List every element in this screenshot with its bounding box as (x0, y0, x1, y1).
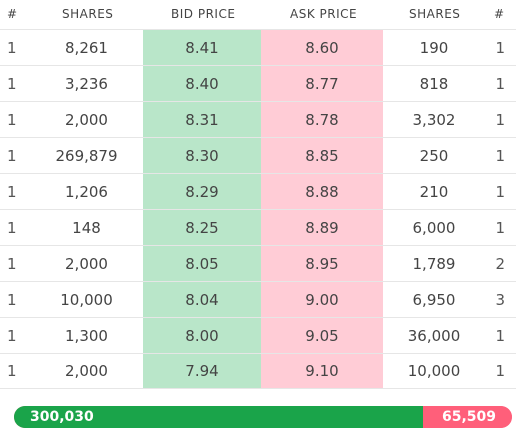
bid-total-volume: 300,030 (30, 409, 94, 425)
bid-price: 8.30 (143, 138, 261, 173)
header-count-left: # (7, 7, 18, 21)
ask-price: 8.85 (261, 138, 383, 173)
ask-shares: 210 (419, 182, 449, 201)
order-row: 1 2,000 8.31 8.78 3,302 1 (0, 101, 516, 137)
bid-price: 8.40 (143, 66, 261, 101)
ask-shares: 818 (419, 74, 449, 93)
ask-order-count: 1 (495, 182, 505, 201)
header-shares-right: SHARES (409, 7, 461, 21)
header-count-right: # (494, 7, 505, 21)
ask-volume-fill (422, 406, 512, 428)
ask-shares: 10,000 (407, 362, 461, 380)
header-shares-left: SHARES (62, 7, 114, 21)
ask-price: 8.88 (261, 174, 383, 209)
ask-order-count: 1 (495, 110, 505, 129)
order-row: 1 1,300 8.00 9.05 36,000 1 (0, 317, 516, 353)
bid-order-count: 1 (7, 218, 17, 237)
ask-order-count: 1 (495, 218, 505, 237)
ask-order-count: 1 (495, 146, 505, 165)
ask-order-count: 3 (495, 290, 505, 309)
order-row: 1 3,236 8.40 8.77 818 1 (0, 65, 516, 101)
header-bid-price: BID PRICE (171, 7, 236, 21)
order-book-header: # SHARES BID PRICE ASK PRICE SHARES # (0, 0, 516, 28)
order-row: 1 10,000 8.04 9.00 6,950 3 (0, 281, 516, 317)
bid-price: 8.05 (143, 246, 261, 281)
ask-order-count: 1 (495, 362, 505, 380)
ask-shares: 36,000 (407, 326, 461, 345)
bid-price: 8.25 (143, 210, 261, 245)
ask-order-count: 1 (495, 326, 505, 345)
ask-price: 9.10 (261, 354, 383, 388)
ask-shares: 190 (419, 38, 449, 57)
ask-shares: 3,302 (412, 110, 456, 129)
bid-price: 8.00 (143, 318, 261, 353)
order-row: 1 148 8.25 8.89 6,000 1 (0, 209, 516, 245)
ask-order-count: 2 (495, 254, 505, 273)
bid-shares: 1,300 (65, 326, 108, 345)
ask-price: 8.89 (261, 210, 383, 245)
bid-order-count: 1 (7, 38, 17, 57)
ask-price: 8.77 (261, 66, 383, 101)
bid-price: 8.31 (143, 102, 261, 137)
bid-price: 7.94 (143, 354, 261, 388)
bid-price: 8.41 (143, 30, 261, 65)
bid-shares: 8,261 (65, 38, 108, 57)
ask-shares: 250 (419, 146, 449, 165)
ask-price: 9.05 (261, 318, 383, 353)
order-row: 1 269,879 8.30 8.85 250 1 (0, 137, 516, 173)
bid-order-count: 1 (7, 110, 17, 129)
bid-order-count: 1 (7, 182, 17, 201)
bid-shares: 2,000 (65, 254, 108, 273)
bid-price: 8.29 (143, 174, 261, 209)
bid-shares: 2,000 (65, 110, 108, 129)
bid-order-count: 1 (7, 146, 17, 165)
order-row: 1 8,261 8.41 8.60 190 1 (0, 29, 516, 65)
ask-order-count: 1 (495, 38, 505, 57)
bid-order-count: 1 (7, 362, 17, 380)
ask-price: 8.60 (261, 30, 383, 65)
bid-order-count: 1 (7, 290, 17, 309)
bid-shares: 1,206 (65, 182, 108, 201)
ask-shares: 1,789 (412, 254, 456, 273)
order-row: 1 2,000 7.94 9.10 10,000 1 (0, 353, 516, 389)
bid-order-count: 1 (7, 254, 17, 273)
ask-price: 8.78 (261, 102, 383, 137)
order-row: 1 1,206 8.29 8.88 210 1 (0, 173, 516, 209)
bid-shares: 3,236 (65, 74, 108, 93)
ask-shares: 6,000 (412, 218, 456, 237)
order-row: 1 2,000 8.05 8.95 1,789 2 (0, 245, 516, 281)
bid-shares: 10,000 (60, 290, 113, 309)
bid-shares: 148 (72, 218, 101, 237)
order-book-rows: 1 8,261 8.41 8.60 190 1 1 3,236 8.40 8.7… (0, 29, 516, 389)
ask-price: 8.95 (261, 246, 383, 281)
bid-order-count: 1 (7, 326, 17, 345)
ask-order-count: 1 (495, 74, 505, 93)
bid-order-count: 1 (7, 74, 17, 93)
bid-shares: 269,879 (55, 146, 118, 165)
bid-price: 8.04 (143, 282, 261, 317)
ask-price: 9.00 (261, 282, 383, 317)
bid-ask-volume-bar: 300,030 65,509 (14, 406, 512, 428)
bid-volume-fill (14, 406, 423, 428)
ask-total-volume: 65,509 (441, 409, 496, 425)
header-ask-price: ASK PRICE (290, 7, 358, 21)
bid-shares: 2,000 (65, 362, 108, 380)
ask-shares: 6,950 (412, 290, 456, 309)
